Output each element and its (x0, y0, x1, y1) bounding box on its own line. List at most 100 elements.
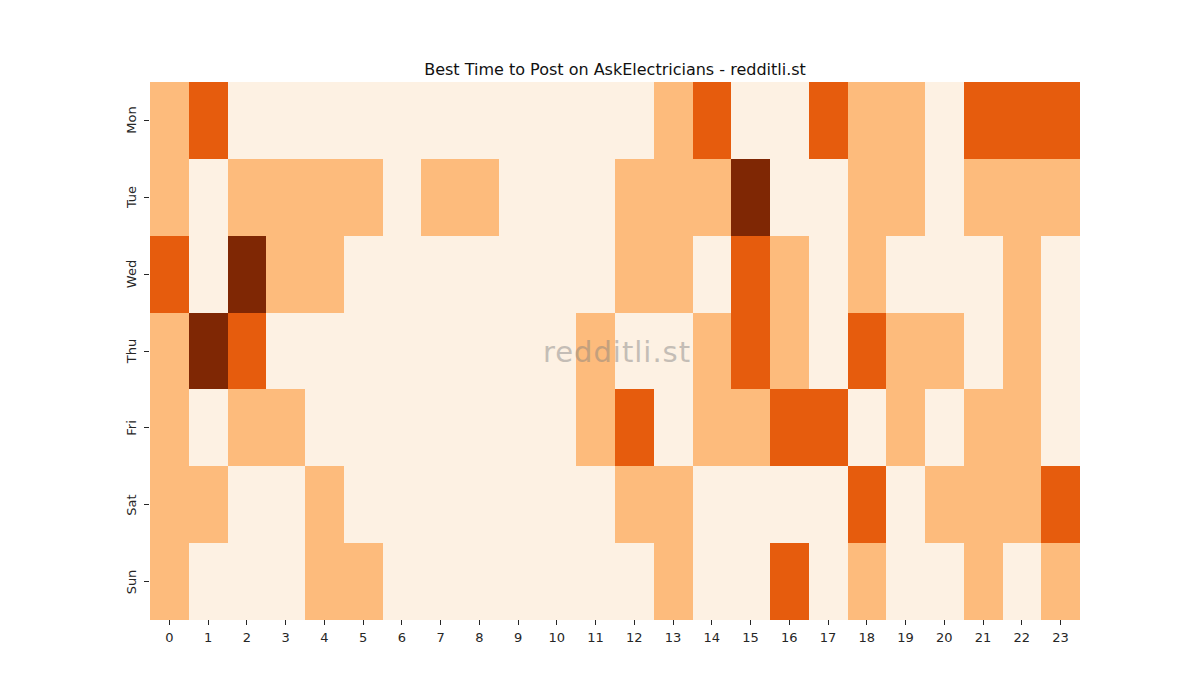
x-tick-label: 3 (281, 630, 289, 645)
heatmap-cell (421, 159, 460, 236)
heatmap-cell (848, 313, 887, 390)
heatmap-cell (538, 466, 577, 543)
heatmap-cell (344, 313, 383, 390)
heatmap-cell (305, 159, 344, 236)
x-tick-label: 11 (587, 630, 604, 645)
x-tick-label: 17 (820, 630, 837, 645)
heatmap-cell (576, 543, 615, 620)
heatmap-cell (538, 82, 577, 159)
heatmap-cell (1041, 236, 1080, 313)
heatmap-cell (1041, 159, 1080, 236)
x-axis-tick (944, 620, 945, 625)
x-axis-tick (518, 620, 519, 625)
heatmap-cell (383, 159, 422, 236)
heatmap-cell (383, 389, 422, 466)
heatmap-cell (615, 389, 654, 466)
heatmap-cell (770, 389, 809, 466)
heatmap-cell (731, 389, 770, 466)
y-axis-tick (144, 581, 149, 582)
x-tick-label: 7 (436, 630, 444, 645)
x-axis-tick (866, 620, 867, 625)
heatmap-cell (344, 389, 383, 466)
heatmap-cell (925, 466, 964, 543)
heatmap-cell (383, 543, 422, 620)
heatmap-cell (499, 313, 538, 390)
heatmap-cell (266, 82, 305, 159)
x-axis-tick (789, 620, 790, 625)
y-tick-label: Sun (124, 569, 139, 594)
heatmap-cell (809, 543, 848, 620)
heatmap-cell (693, 466, 732, 543)
heatmap-cell (460, 466, 499, 543)
heatmap-cell (421, 543, 460, 620)
heatmap-cell (1003, 466, 1042, 543)
y-axis-tick (144, 504, 149, 505)
heatmap-cell (576, 82, 615, 159)
x-axis-tick (363, 620, 364, 625)
x-axis-tick (1021, 620, 1022, 625)
heatmap-cell (305, 82, 344, 159)
heatmap-cell (228, 236, 267, 313)
heatmap-cell (964, 543, 1003, 620)
x-tick-label: 5 (359, 630, 367, 645)
heatmap-cell (770, 82, 809, 159)
heatmap-figure: Best Time to Post on AskElectricians - r… (0, 0, 1200, 700)
heatmap-cell (925, 159, 964, 236)
heatmap-cell (460, 82, 499, 159)
heatmap-cell (228, 313, 267, 390)
heatmap-cell (1003, 543, 1042, 620)
x-axis-tick (324, 620, 325, 625)
heatmap-cell (770, 466, 809, 543)
heatmap-cell (421, 466, 460, 543)
heatmap-cell (1041, 389, 1080, 466)
chart-title: Best Time to Post on AskElectricians - r… (150, 60, 1080, 79)
heatmap-cell (344, 236, 383, 313)
heatmap-cell (1041, 82, 1080, 159)
x-tick-label: 13 (665, 630, 682, 645)
heatmap-cell (383, 466, 422, 543)
heatmap-cell (228, 543, 267, 620)
heatmap-cell (499, 236, 538, 313)
y-axis-tick (144, 197, 149, 198)
heatmap-cell (964, 466, 1003, 543)
x-axis-tick (905, 620, 906, 625)
heatmap-cell (731, 159, 770, 236)
heatmap-cell (1003, 313, 1042, 390)
heatmap-cell (925, 389, 964, 466)
heatmap-cell (731, 82, 770, 159)
heatmap-cell (1041, 466, 1080, 543)
x-tick-label: 2 (243, 630, 251, 645)
heatmap-cell (460, 543, 499, 620)
heatmap-cell (189, 82, 228, 159)
heatmap-cell (731, 236, 770, 313)
heatmap-cell (305, 313, 344, 390)
x-axis-tick (401, 620, 402, 625)
x-axis-tick (440, 620, 441, 625)
heatmap-cell (538, 543, 577, 620)
heatmap-cell (886, 466, 925, 543)
x-tick-label: 1 (204, 630, 212, 645)
heatmap-cell (693, 236, 732, 313)
x-axis-tick (479, 620, 480, 625)
heatmap-cell (886, 313, 925, 390)
heatmap-cell (189, 236, 228, 313)
heatmap-cell (266, 389, 305, 466)
heatmap-cell (266, 159, 305, 236)
heatmap-cell (848, 543, 887, 620)
heatmap-cell (460, 389, 499, 466)
heatmap-cell (305, 236, 344, 313)
heatmap-cell (189, 543, 228, 620)
heatmap-cell (538, 389, 577, 466)
heatmap-cell (344, 82, 383, 159)
heatmap-cell (770, 159, 809, 236)
heatmap-cell (693, 313, 732, 390)
heatmap-cell (150, 466, 189, 543)
x-axis-tick (673, 620, 674, 625)
heatmap-cell (848, 389, 887, 466)
heatmap-cell (421, 82, 460, 159)
heatmap-cell (848, 159, 887, 236)
heatmap-cell (964, 389, 1003, 466)
heatmap-cell (460, 159, 499, 236)
heatmap-cell (266, 466, 305, 543)
heatmap-cell (499, 82, 538, 159)
